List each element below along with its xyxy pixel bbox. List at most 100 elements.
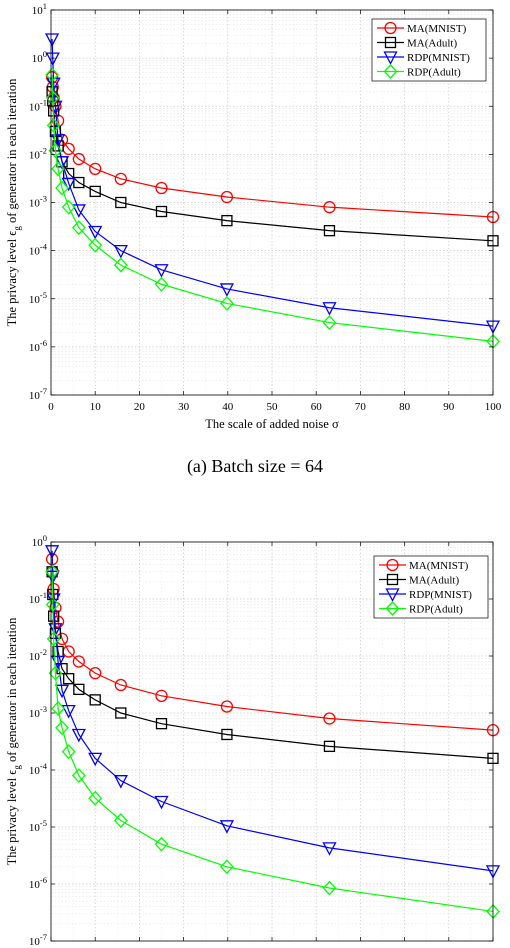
data-point-RDP(MNIST)-3 <box>48 623 63 637</box>
y-tick-label-10^1-base: 10 <box>32 5 44 17</box>
x-tick-label-70: 70 <box>355 401 367 413</box>
y-tick-label-10^-4-base: 10 <box>29 246 41 258</box>
data-point-MA(Adult)-12 <box>323 740 336 752</box>
y-tick-label-10^-3-base: 10 <box>29 708 41 720</box>
chart-2: 010203040506070809010010-710-610-510-410… <box>5 533 502 948</box>
y-tick-label-10^-4-base: 10 <box>29 765 41 777</box>
series-RDP(Adult) <box>45 67 500 349</box>
data-point-RDP(MNIST)-1 <box>45 570 60 585</box>
y-tick-label-10^-4: 10-4 <box>29 242 48 258</box>
y-tick-label-10^-6: 10-6 <box>29 338 47 354</box>
data-point-RDP(MNIST)-9 <box>113 244 128 259</box>
chart-caption: (a) Batch size = 64 <box>187 456 323 477</box>
data-point-RDP(Adult)-0 <box>45 67 59 83</box>
y-tick-label-10^-6-base: 10 <box>29 879 41 891</box>
data-point-RDP(MNIST)-6 <box>61 704 76 719</box>
data-point-MA(MNIST)-7 <box>72 152 85 166</box>
x-tick-label-20: 20 <box>134 401 146 413</box>
data-point-RDP(MNIST)-12 <box>322 842 337 856</box>
y-axis-label-subscript: g <box>12 226 22 231</box>
data-point-RDP(MNIST)-1 <box>45 52 60 67</box>
data-point-RDP(Adult)-5 <box>55 720 69 736</box>
legend-marker-RDP(Adult) <box>385 601 400 616</box>
x-tick-label-100: 100 <box>485 401 502 413</box>
y-tick-label-10^-3: 10-3 <box>29 704 47 720</box>
y-tick-label-10^-7: 10-7 <box>29 386 47 402</box>
y-tick-label-10^0-exponent: 0 <box>43 533 47 543</box>
y-tick-label-10^0: 100 <box>32 49 47 65</box>
data-point-RDP(MNIST)-8 <box>88 752 103 767</box>
data-point-RDP(Adult)-7 <box>71 220 86 236</box>
data-point-RDP(Adult)-1 <box>45 90 60 106</box>
legend-marker-RDP(MNIST) <box>385 588 400 602</box>
data-point-RDP(MNIST)-0 <box>45 33 60 47</box>
legend-marker-MA(Adult) <box>386 573 399 586</box>
y-tick-label-10^-2-exponent: -2 <box>40 145 47 155</box>
grid <box>50 541 494 942</box>
y-tick-label-10^-1-exponent: -1 <box>40 97 47 107</box>
data-point-MA(MNIST)-12 <box>323 712 336 725</box>
y-tick-label-10^0-base: 10 <box>32 53 44 65</box>
x-axis-label: The scale of added noise σ <box>205 417 339 431</box>
grid <box>50 9 494 396</box>
y-tick-label-10^-2-base: 10 <box>29 651 41 663</box>
y-tick-label-10^-1-base: 10 <box>29 594 41 606</box>
data-point-RDP(MNIST)-11 <box>219 283 234 297</box>
series-RDP(MNIST) <box>45 545 501 879</box>
data-point-RDP(Adult)-2 <box>46 631 61 647</box>
data-point-RDP(Adult)-4 <box>51 161 65 177</box>
y-tick-label-10^0: 100 <box>32 533 47 549</box>
legend: MA(MNIST) MA(Adult) RDP(MNIST) RDP(Adult) <box>371 18 487 82</box>
y-tick-label-10^-5: 10-5 <box>29 818 47 834</box>
data-point-RDP(Adult)-5 <box>55 180 69 196</box>
y-tick-label-10^-1-exponent: -1 <box>40 590 47 600</box>
x-tick-label-40: 40 <box>222 401 234 413</box>
series-line-RDP(Adult) <box>51 74 494 342</box>
data-point-RDP(Adult)-1 <box>45 597 60 612</box>
x-tick-label-30: 30 <box>178 401 190 413</box>
data-point-MA(Adult)-11 <box>221 214 233 227</box>
data-point-MA(MNIST)-9 <box>114 172 127 186</box>
y-tick-label-10^-1: 10-1 <box>29 590 47 606</box>
data-point-MA(MNIST)-11 <box>220 700 234 713</box>
y-tick-label-10^1: 101 <box>32 1 47 17</box>
y-tick-label-10^-3-exponent: -3 <box>40 194 47 204</box>
legend-marker-RDP(Adult) <box>383 64 398 79</box>
data-point-RDP(Adult)-3 <box>48 665 63 681</box>
y-tick-label-10^-5-base: 10 <box>29 822 41 834</box>
y-tick-label-10^-7-base: 10 <box>29 936 41 948</box>
data-point-RDP(Adult)-12 <box>322 880 337 896</box>
data-point-MA(Adult)-3 <box>49 125 62 138</box>
legend-label-MA(MNIST): MA(MNIST) <box>409 560 469 572</box>
data-point-RDP(MNIST)-7 <box>71 204 86 218</box>
y-tick-label-10^-3: 10-3 <box>29 194 47 210</box>
data-point-MA(MNIST)-9 <box>114 678 127 692</box>
x-tick-label-90: 90 <box>443 401 455 413</box>
y-axis-label-part: The privacy level ϵ <box>5 770 19 866</box>
data-point-MA(MNIST)-8 <box>89 162 102 176</box>
x-tick-label-50: 50 <box>267 401 279 413</box>
legend-label-RDP(Adult): RDP(Adult) <box>407 67 461 79</box>
data-point-RDP(Adult)-9 <box>113 257 128 273</box>
x-tick-label-10: 10 <box>90 401 102 413</box>
data-point-RDP(MNIST)-5 <box>54 684 70 699</box>
y-tick-label-10^-6: 10-6 <box>29 875 47 891</box>
y-tick-label-10^0-base: 10 <box>32 537 44 549</box>
y-tick-label-10^-6-exponent: -6 <box>40 338 47 348</box>
y-tick-label-10^-7: 10-7 <box>29 932 47 948</box>
legend: MA(MNIST) MA(Adult) RDP(MNIST) RDP(Adult) <box>373 555 489 619</box>
y-axis-label-part: The privacy level ϵ <box>5 231 19 327</box>
series-line-RDP(MNIST) <box>51 38 494 327</box>
y-tick-label-10^1-exponent: 1 <box>43 1 47 11</box>
data-point-RDP(MNIST)-6 <box>61 177 76 192</box>
y-tick-label-10^-5-exponent: -5 <box>40 818 47 828</box>
legend-marker-MA(MNIST) <box>384 21 397 35</box>
data-point-MA(MNIST)-11 <box>220 190 234 204</box>
y-tick-label-10^-7-exponent: -7 <box>40 386 47 396</box>
data-point-RDP(MNIST)-12 <box>322 302 337 316</box>
data-point-RDP(MNIST)-7 <box>71 728 86 743</box>
legend-label-RDP(MNIST): RDP(MNIST) <box>407 52 470 64</box>
y-tick-label-10^-2-exponent: -2 <box>40 647 47 657</box>
data-point-MA(Adult)-10 <box>155 718 168 730</box>
data-point-RDP(MNIST)-8 <box>88 225 103 240</box>
